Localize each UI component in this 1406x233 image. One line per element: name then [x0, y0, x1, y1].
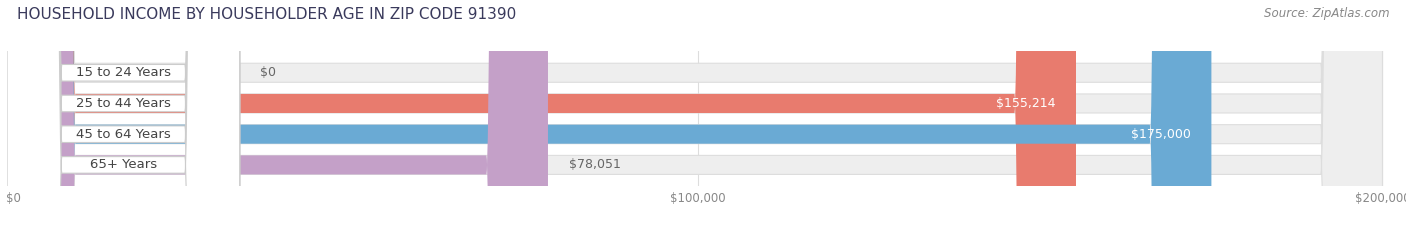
FancyBboxPatch shape: [7, 0, 239, 233]
FancyBboxPatch shape: [14, 0, 1382, 233]
Text: $155,214: $155,214: [995, 97, 1056, 110]
FancyBboxPatch shape: [14, 0, 1382, 233]
FancyBboxPatch shape: [14, 0, 1212, 233]
Text: 65+ Years: 65+ Years: [90, 158, 157, 171]
FancyBboxPatch shape: [14, 0, 1382, 233]
Text: 25 to 44 Years: 25 to 44 Years: [76, 97, 170, 110]
FancyBboxPatch shape: [7, 0, 239, 233]
Text: $78,051: $78,051: [568, 158, 620, 171]
Text: 15 to 24 Years: 15 to 24 Years: [76, 66, 172, 79]
FancyBboxPatch shape: [14, 0, 548, 233]
FancyBboxPatch shape: [14, 0, 1382, 233]
Text: $175,000: $175,000: [1130, 128, 1191, 141]
FancyBboxPatch shape: [14, 0, 1076, 233]
Text: HOUSEHOLD INCOME BY HOUSEHOLDER AGE IN ZIP CODE 91390: HOUSEHOLD INCOME BY HOUSEHOLDER AGE IN Z…: [17, 7, 516, 22]
Text: 45 to 64 Years: 45 to 64 Years: [76, 128, 170, 141]
FancyBboxPatch shape: [7, 0, 239, 233]
Text: $0: $0: [260, 66, 276, 79]
Text: Source: ZipAtlas.com: Source: ZipAtlas.com: [1264, 7, 1389, 20]
FancyBboxPatch shape: [7, 0, 239, 233]
